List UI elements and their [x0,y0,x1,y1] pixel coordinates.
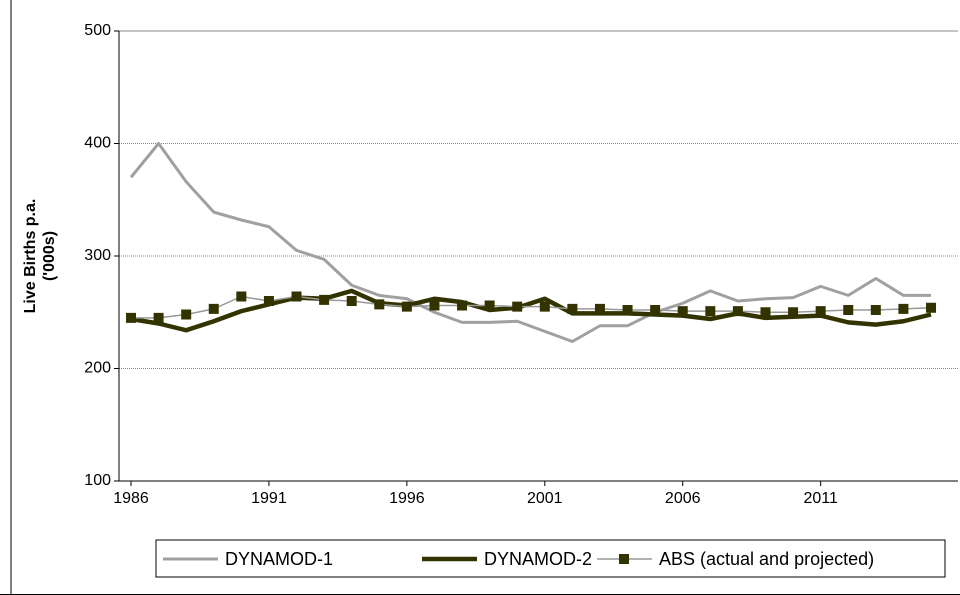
x-tick-label: 1996 [389,490,425,507]
x-tick-label: 1991 [251,490,287,507]
point-marker [374,299,385,310]
legend-label: ABS (actual and projected) [659,549,874,569]
x-tick-label: 2006 [665,490,701,507]
point-marker [760,307,771,318]
series-line [130,288,932,333]
y-axis-label: Live Births p.a. ('000s) [22,199,58,314]
point-marker [401,301,412,312]
x-tick-label: 1986 [113,490,149,507]
x-tick-label: 2011 [803,490,838,507]
point-marker [926,302,936,313]
point-marker [705,306,716,317]
point-marker [484,300,495,311]
point-marker [512,301,523,312]
point-marker [457,300,468,311]
legend-label: DYNAMOD-2 [484,549,592,569]
point-marker [319,294,330,305]
point-marker [236,291,247,302]
point-marker [208,303,219,314]
y-tick-label: 100 [84,472,111,489]
point-marker [622,305,633,315]
point-marker [346,296,357,306]
y-tick-label: 300 [84,247,111,264]
point-marker [843,305,854,315]
y-tick-label: 500 [84,22,111,39]
point-marker [291,291,302,302]
point-marker [429,300,440,311]
point-marker [594,303,605,314]
point-marker [650,305,661,315]
point-marker [126,312,136,323]
point-marker [567,303,578,314]
x-tick-label: 2001 [527,490,563,507]
point-marker [815,306,826,317]
point-marker [153,312,164,323]
legend-box [155,539,946,578]
y-axis-label-line: Live Births p.a. [22,199,39,314]
point-marker [677,306,688,317]
point-marker [181,309,192,320]
point-marker [898,303,909,314]
point-marker [539,301,550,312]
series-line [129,142,931,343]
legend-label: DYNAMOD-1 [225,549,333,569]
legend-marker [619,554,629,564]
point-marker [732,306,743,317]
point-marker [788,307,799,318]
point-marker [263,296,274,306]
y-tick-label: 400 [84,135,111,152]
point-marker [870,305,881,315]
y-axis-label-line: ('000s) [41,231,58,281]
y-tick-label: 200 [84,360,111,377]
